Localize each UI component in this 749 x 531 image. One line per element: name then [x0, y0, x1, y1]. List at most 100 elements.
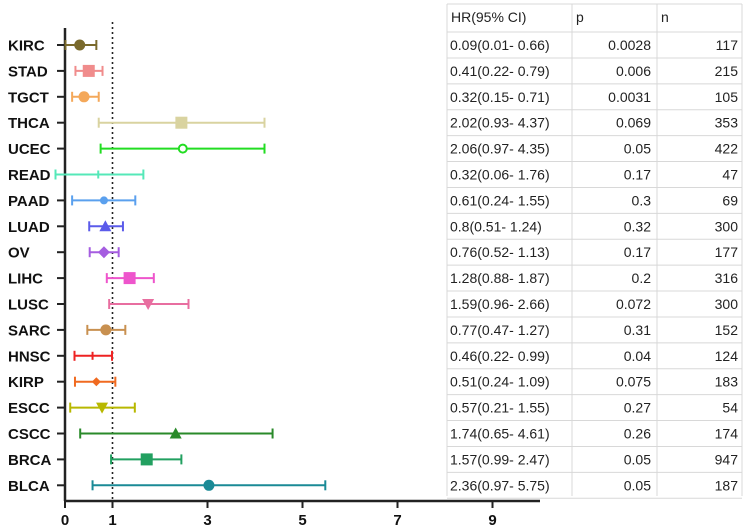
x-ticks: 0 1 3 5 7 9	[61, 501, 497, 529]
table-row: 0.32(0.06- 1.76) 0.17 47	[450, 167, 738, 183]
point-marker	[96, 402, 109, 414]
point-marker	[74, 39, 86, 51]
category-label: OV	[8, 245, 30, 262]
forest-row-tgct: TGCT	[8, 89, 100, 106]
forest-row-kirp: KIRP	[8, 374, 117, 391]
cell-n: 353	[715, 115, 739, 131]
forest-row-luad: LUAD	[8, 219, 124, 236]
cell-hr-ci: 2.02(0.93- 4.37)	[450, 115, 550, 131]
cell-n: 117	[716, 37, 739, 53]
table-grid	[446, 3, 743, 499]
category-label: UCEC	[8, 141, 51, 158]
forest-row-blca: BLCA	[8, 478, 327, 495]
stats-table: HR(95% CI) p n 0.09(0.01- 0.66) 0.0028 117 0.4…	[450, 9, 738, 493]
point-marker	[100, 324, 112, 336]
table-row: 1.59(0.96- 2.66) 0.072 300	[450, 296, 738, 312]
header-n: n	[661, 9, 669, 25]
cell-n: 300	[715, 218, 739, 234]
category-label: HNSC	[8, 348, 51, 365]
cell-hr-ci: 1.74(0.65- 4.61)	[450, 426, 550, 442]
category-label: LIHC	[8, 271, 43, 288]
category-label: KIRP	[8, 374, 44, 391]
cell-hr-ci: 1.59(0.96- 2.66)	[450, 296, 550, 312]
cell-p: 0.069	[616, 115, 651, 131]
cell-hr-ci: 2.36(0.97- 5.75)	[450, 477, 550, 493]
table-row: 0.32(0.15- 0.71) 0.0031 105	[450, 89, 738, 105]
cell-p: 0.0031	[608, 89, 651, 105]
point-marker	[169, 427, 182, 439]
cell-p: 0.2	[632, 270, 652, 286]
cell-n: 215	[715, 63, 739, 79]
point-marker	[177, 143, 188, 154]
table-row: 0.57(0.21- 1.55) 0.27 54	[450, 400, 738, 416]
category-label: CSCC	[8, 426, 51, 443]
cell-n: 47	[722, 167, 738, 183]
forest-row-sarc: SARC	[8, 322, 127, 339]
table-row: 2.02(0.93- 4.37) 0.069 353	[450, 115, 738, 131]
cell-p: 0.32	[624, 218, 651, 234]
x-tick-label: 0	[61, 512, 69, 529]
x-tick-label: 3	[203, 512, 211, 529]
table-row: 0.51(0.24- 1.09) 0.075 183	[450, 374, 738, 390]
forest-row-escc: ESCC	[8, 400, 136, 417]
cell-n: 69	[722, 192, 738, 208]
point-marker	[99, 220, 112, 232]
point-marker	[82, 64, 95, 77]
table-row: 2.06(0.97- 4.35) 0.05 422	[450, 141, 738, 157]
point-marker	[203, 479, 215, 491]
cell-n: 174	[715, 426, 739, 442]
point-marker	[123, 272, 136, 285]
cell-hr-ci: 0.77(0.47- 1.27)	[450, 322, 550, 338]
cell-hr-ci: 0.51(0.24- 1.09)	[450, 374, 550, 390]
point-marker	[99, 196, 108, 205]
cell-n: 105	[715, 89, 739, 105]
cell-p: 0.04	[624, 348, 651, 364]
cell-p: 0.26	[624, 426, 651, 442]
forest-row-lihc: LIHC	[8, 271, 155, 288]
cell-hr-ci: 2.06(0.97- 4.35)	[450, 141, 550, 157]
forest-row-kirc: KIRC	[8, 38, 98, 55]
table-row: 0.46(0.22- 0.99) 0.04 124	[450, 348, 738, 364]
cell-hr-ci: 0.8(0.51- 1.24)	[450, 218, 542, 234]
table-row: 0.8(0.51- 1.24) 0.32 300	[450, 218, 738, 234]
table-row: 0.76(0.52- 1.13) 0.17 177	[450, 244, 738, 260]
forest-row-ucec: UCEC	[8, 141, 266, 158]
cell-p: 0.27	[624, 400, 651, 416]
table-row: 0.41(0.22- 0.79) 0.006 215	[450, 63, 738, 79]
cell-p: 0.05	[624, 451, 651, 467]
cell-n: 422	[715, 141, 739, 157]
category-label: LUSC	[8, 297, 49, 314]
point-marker	[97, 246, 110, 259]
cell-p: 0.0028	[608, 37, 651, 53]
cell-p: 0.05	[624, 141, 651, 157]
forest-row-ov: OV	[8, 245, 120, 262]
point-marker	[142, 299, 155, 310]
rows: KIRC STAD TGCT THCA UCEC READ PAAD LUAD OV LIHC LU…	[8, 38, 327, 495]
cell-n: 183	[715, 374, 739, 390]
cell-hr-ci: 0.76(0.52- 1.13)	[450, 244, 550, 260]
category-label: STAD	[8, 63, 48, 80]
point-marker	[78, 91, 90, 103]
table-row: 1.28(0.88- 1.87) 0.2 316	[450, 270, 738, 286]
cell-n: 300	[715, 296, 739, 312]
cell-hr-ci: 0.32(0.06- 1.76)	[450, 167, 550, 183]
cell-n: 947	[715, 451, 739, 467]
category-label: LUAD	[8, 219, 50, 236]
forest-row-lusc: LUSC	[8, 297, 190, 314]
cell-p: 0.072	[616, 296, 651, 312]
cell-p: 0.05	[624, 477, 651, 493]
table-row: 1.74(0.65- 4.61) 0.26 174	[450, 426, 738, 442]
cell-hr-ci: 0.61(0.24- 1.55)	[450, 192, 550, 208]
point-marker	[140, 453, 153, 466]
forest-row-thca: THCA	[8, 115, 266, 132]
cell-p: 0.17	[624, 167, 651, 183]
cell-p: 0.075	[616, 374, 651, 390]
x-tick-label: 7	[393, 512, 401, 529]
table-row: 2.36(0.97- 5.75) 0.05 187	[450, 477, 738, 493]
cell-hr-ci: 0.32(0.15- 0.71)	[450, 89, 550, 105]
forest-row-cscc: CSCC	[8, 426, 274, 443]
category-label: PAAD	[8, 193, 50, 210]
category-label: ESCC	[8, 400, 50, 417]
header-p: p	[576, 9, 584, 25]
